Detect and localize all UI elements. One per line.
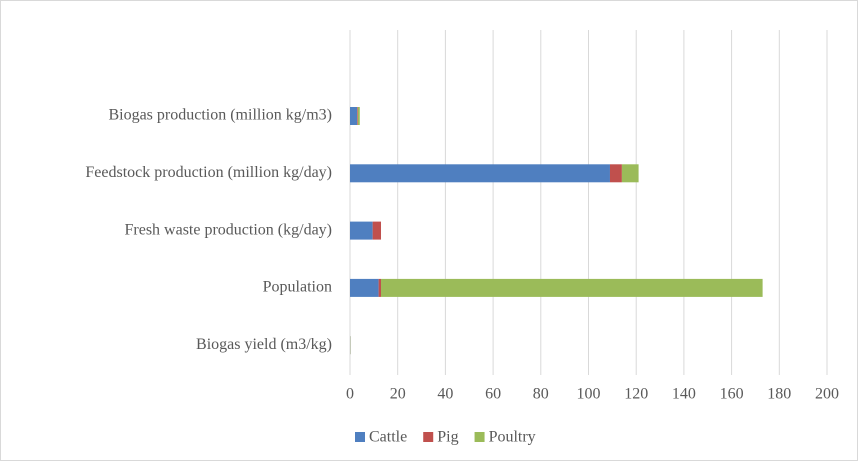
y-tick-label: Population <box>263 279 332 296</box>
legend-label: Poultry <box>489 429 536 446</box>
legend-label: Pig <box>437 429 458 446</box>
y-tick-label: Biogas yield (m3/kg) <box>196 336 332 353</box>
legend-swatch <box>355 432 365 442</box>
x-tick-label: 200 <box>815 386 839 403</box>
x-tick-label: 0 <box>346 386 354 403</box>
y-tick-label: Biogas production (million kg/m3) <box>108 107 332 124</box>
bar <box>350 107 358 125</box>
x-tick-label: 100 <box>577 386 601 403</box>
x-tick-label: 40 <box>437 386 453 403</box>
bar <box>609 164 622 183</box>
legend-label: Cattle <box>369 429 407 446</box>
bar <box>350 278 379 297</box>
x-tick-label: 160 <box>720 386 744 403</box>
bar <box>372 221 382 240</box>
x-tick-label: 20 <box>390 386 406 403</box>
bar <box>378 278 382 297</box>
bar <box>357 107 358 125</box>
y-tick-label: Fresh waste production (kg/day) <box>124 221 332 238</box>
bar <box>621 164 639 183</box>
x-tick-label: 80 <box>533 386 549 403</box>
bar <box>350 221 373 240</box>
x-tick-label: 60 <box>485 386 501 403</box>
y-tick-label: Feedstock production (million kg/day) <box>85 164 332 181</box>
bar <box>357 107 360 125</box>
x-tick-label: 120 <box>624 386 648 403</box>
bar <box>381 278 763 297</box>
legend-swatch <box>423 432 434 442</box>
legend-swatch <box>474 432 485 442</box>
x-tick-label: 140 <box>672 386 696 403</box>
bar <box>350 164 610 183</box>
x-tick-label: 180 <box>767 386 791 403</box>
